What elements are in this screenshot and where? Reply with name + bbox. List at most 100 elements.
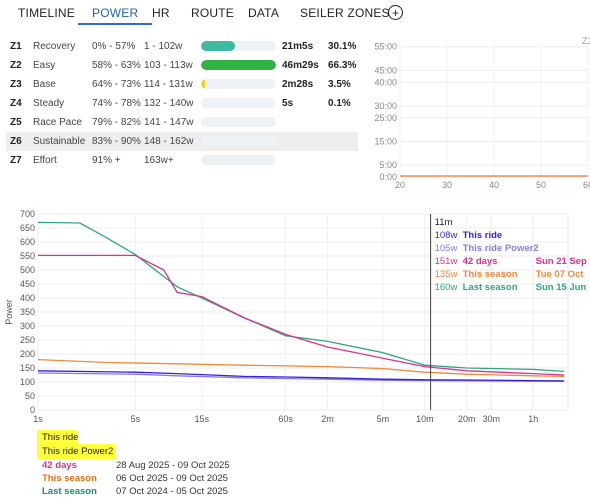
y-tick-label: 650 [20, 223, 35, 233]
zone-time: 21m5s [282, 41, 314, 52]
zone-name: Steady [33, 98, 65, 109]
tooltip-value: 135w [435, 269, 458, 280]
tooltip-value: 108w [435, 230, 458, 241]
zone-name: Easy [33, 60, 56, 71]
tab-data[interactable]: DATA [248, 6, 280, 20]
tooltip-value: 105w [435, 243, 458, 254]
x-tick-label: 10m [416, 414, 434, 424]
legend-item-this-ride-power2[interactable]: This ride Power2 [37, 444, 340, 459]
y-tick-label: 450 [20, 279, 35, 289]
zone-time-bar-fill [201, 60, 276, 70]
tooltip-time: 11m [435, 217, 453, 228]
zone-row-z1[interactable]: Z1 Recovery 0% - 57% 1 - 102w 21m5s 30.1% [6, 37, 358, 56]
legend-name: This season [42, 473, 97, 484]
zone-name: Sustainable [33, 136, 86, 147]
tooltip-series-name: 42 days [463, 256, 498, 267]
legend-date-range: 07 Oct 2024 - 05 Oct 2025 [116, 486, 228, 497]
zone-row-z6[interactable]: Z6 Sustainable 83% - 90% 148 - 162w [6, 132, 358, 151]
zone-time-bar [201, 155, 276, 165]
highlight-marker [37, 430, 77, 445]
zone-watt-range: 132 - 140w [144, 98, 194, 109]
tooltip-series-name: Last season [463, 282, 518, 293]
mini-y-tick: 40:00 [374, 77, 397, 87]
mini-y-tick: 30:00 [374, 101, 397, 111]
zone-watt-range: 148 - 162w [144, 136, 194, 147]
y-tick-label: 300 [20, 321, 35, 331]
legend-name: Last season [42, 486, 97, 497]
legend-item-this-season[interactable]: This season 06 Oct 2025 - 09 Oct 2025 [40, 473, 340, 486]
zone-row-z2[interactable]: Z2 Easy 58% - 63% 103 - 113w 46m29s 66.3% [6, 56, 358, 75]
power-curve-chart[interactable]: 0 50 100 150 200 250 300 350 400 450 500 550 600 650 7… [0, 202, 590, 430]
tooltip-series-name: This season [463, 269, 518, 280]
tab-timeline[interactable]: TIMELINE [18, 6, 75, 20]
legend-item-this-ride[interactable]: This ride [37, 430, 340, 445]
y-tick-label: 0 [30, 405, 35, 415]
zone-row-z4[interactable]: Z4 Steady 74% - 78% 132 - 140w 5s 0.1% [6, 94, 358, 113]
mini-y-tick: 55:00 [374, 42, 397, 52]
mini-x-tick: 30 [442, 180, 452, 190]
mini-y-tick: 15:00 [374, 136, 397, 146]
zone-row-z7[interactable]: Z7 Effort 91% + 163w+ [6, 151, 358, 170]
zone-watt-range: 141 - 147w [144, 117, 194, 128]
zone-id: Z4 [10, 98, 22, 109]
zone-watt-range: 103 - 113w [144, 60, 193, 71]
legend-item-42-days[interactable]: 42 days 28 Aug 2025 - 09 Oct 2025 [40, 460, 340, 473]
zone-name: Effort [33, 155, 57, 166]
zone-share: 30.1% [328, 41, 357, 52]
tooltip-series-date: Sun 21 Sep [536, 256, 587, 267]
zone-percent-range: 58% - 63% [92, 60, 141, 71]
zone-name: Race Pace [33, 117, 82, 128]
zone-id: Z7 [10, 155, 22, 166]
series-line-this-ride [37, 370, 565, 382]
mini-x-tick: 60 [583, 180, 590, 190]
mini-x-tick: 40 [489, 180, 499, 190]
tab-hr[interactable]: HR [152, 6, 170, 20]
time-in-zone-chart: 55:00 45:00 40:00 30:00 25:00 15:00 5:00 0:0020… [374, 36, 590, 190]
zone-watt-range: 114 - 131w [144, 79, 193, 90]
mini-x-tick: 50 [536, 180, 546, 190]
y-tick-label: 550 [20, 251, 35, 261]
tooltip-value: 151w [435, 256, 458, 267]
x-tick-label: 15s [195, 414, 210, 424]
series-line-this-season [37, 358, 565, 378]
zone-watt-range: 1 - 102w [144, 41, 183, 52]
zone-share: 66.3% [328, 60, 357, 71]
zone-name: Recovery [33, 41, 76, 52]
zone-row-z5[interactable]: Z5 Race Pace 79% - 82% 141 - 147w [6, 113, 358, 132]
tab-seiler-zones[interactable]: SEILER ZONES [300, 6, 390, 20]
legend-name: This ride [42, 432, 79, 443]
zone-time-bar-fill [201, 79, 205, 89]
legend-item-last-season[interactable]: Last season 07 Oct 2024 - 05 Oct 2025 [40, 486, 340, 499]
zone-time-bar [201, 79, 276, 89]
tab-route[interactable]: ROUTE [191, 6, 234, 20]
zone-name: Base [33, 79, 56, 90]
y-tick-label: 500 [20, 265, 35, 275]
x-tick-label: 2m [321, 414, 334, 424]
add-tab-button[interactable]: + [388, 5, 403, 20]
y-tick-label: 400 [20, 293, 35, 303]
zone-row-z3[interactable]: Z3 Base 64% - 73% 114 - 131w 2m28s 3.5% [6, 75, 358, 94]
zone-percent-range: 83% - 90% [92, 136, 141, 147]
x-tick-label: 1s [33, 414, 43, 424]
tab-power[interactable]: POWER [78, 4, 153, 25]
x-tick-label: 5m [377, 414, 390, 424]
tooltip-series-date: Tue 07 Oct [536, 269, 585, 280]
legend-date-range: 06 Oct 2025 - 09 Oct 2025 [116, 473, 228, 484]
y-tick-label: 150 [20, 363, 35, 373]
x-tick-label: 30m [483, 414, 501, 424]
tooltip-value: 160w [435, 282, 458, 293]
mini-y-tick: 5:00 [379, 160, 397, 170]
mini-y-tick: 45:00 [374, 65, 397, 75]
zone-watt-range: 163w+ [144, 155, 174, 166]
highlight-marker [37, 444, 115, 459]
zone-share: 3.5% [328, 79, 351, 90]
mini-x-tick: 20 [395, 180, 405, 190]
zone-id: Z2 [10, 60, 22, 71]
zone-time-bar [201, 60, 276, 70]
y-tick-label: 200 [20, 349, 35, 359]
mini-corner-label: Z1 [582, 36, 590, 46]
zone-time-bar [201, 117, 276, 127]
y-tick-label: 100 [20, 377, 35, 387]
plus-icon: + [391, 5, 399, 20]
zone-percent-range: 91% + [92, 155, 121, 166]
